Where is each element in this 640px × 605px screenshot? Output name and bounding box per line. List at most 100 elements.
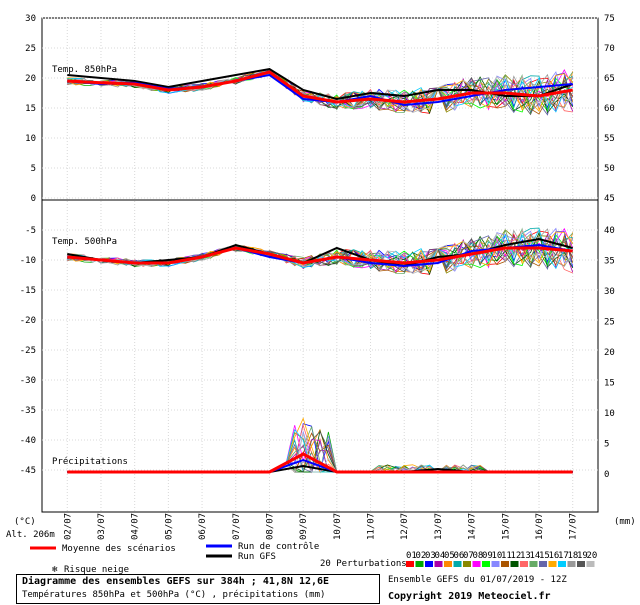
perturbation-code: 20 [587,551,598,561]
x-tick-label: 11/07 [367,513,377,540]
t500-perturbation-18 [67,228,574,274]
left-tick-label: -5 [25,226,36,236]
precip-perturbation-01 [67,438,573,474]
perturbation-code: 08 [473,551,484,561]
perturbation-code: 09 [482,551,493,561]
right-tick-label-top: 75 [604,14,615,24]
perturbation-swatch [510,561,519,567]
right-tick-label-top: 60 [604,104,615,114]
x-tick-label: 17/07 [569,513,579,540]
perturbation-swatch [415,561,424,567]
series-line-precip-0 [67,452,573,474]
perturbation-code: 13 [520,551,531,561]
right-tick-label-bottom: 15 [604,379,615,389]
x-tick-label: 03/07 [97,513,107,540]
perturbation-code: 14 [530,551,541,561]
snow-icon: ❄ [52,565,58,575]
series-line-t850-0 [67,70,573,104]
right-tick-label-bottom: 20 [604,348,615,358]
legend-label: Run GFS [238,552,276,562]
right-tick-label-bottom: 5 [604,440,609,450]
perturbation-code: 19 [577,551,588,561]
left-tick-label: 20 [25,74,36,84]
left-tick-label: -35 [20,406,36,416]
perturbation-swatch [539,561,547,567]
ensemble-label: Ensemble GEFS du 01/07/2019 - 12Z [388,575,567,585]
x-tick-label: 13/07 [434,513,444,540]
left-tick-label: -30 [20,376,36,386]
panel-label-500: Temp. 500hPa [52,237,117,247]
perturbation-swatch [491,561,500,567]
footer-title-box [16,574,380,604]
left-axis-unit: (°C) [14,517,36,527]
snow-label: Risque neige [64,565,129,575]
x-tick-label: 09/07 [299,513,309,540]
precip-perturbation-06 [67,438,573,473]
footer-title: Diagramme des ensembles GEFS sur 384h ; … [22,576,330,587]
x-tick-label: 15/07 [501,513,511,540]
bottom-panel-frame [41,199,599,513]
panel-label-850: Temp. 850hPa [52,65,117,75]
panel-label-precip: Précipitations [52,456,128,467]
copyright: Copyright 2019 Meteociel.fr [388,591,551,602]
perturbations-label: 20 Perturbations [320,559,407,569]
perturbation-swatch [425,561,433,567]
perturbation-swatch [586,561,595,567]
legend-label: Moyenne des scénarios [62,543,176,554]
t850-perturbation-20 [67,72,573,113]
right-tick-label-top: 55 [604,134,615,144]
perturbation-code: 02 [416,551,427,561]
perturbation-swatch [453,561,462,567]
right-tick-label-bottom: 25 [604,318,615,328]
left-tick-label: 25 [25,44,36,54]
perturbation-code: 04 [435,551,446,561]
perturbation-code: 03 [425,551,436,561]
right-tick-label-bottom: 0 [604,470,609,480]
right-tick-label-top: 45 [604,194,615,204]
right-tick-label-bottom: 40 [604,226,615,236]
x-tick-label: 12/07 [400,513,410,540]
perturbation-swatch [434,561,443,567]
top-panel-frame [41,17,599,201]
left-tick-label: 15 [25,104,36,114]
precip-perturbation-15 [67,439,573,473]
left-tick-label: -25 [20,346,36,356]
perturbation-code: 12 [511,551,522,561]
x-tick-label: 08/07 [265,513,275,540]
perturbation-swatch [567,561,576,567]
perturbation-swatch [520,561,528,567]
right-tick-label-top: 70 [604,44,615,54]
left-tick-label: 10 [25,134,36,144]
altitude-label: Alt. 206m [6,530,55,540]
x-tick-label: 06/07 [198,513,208,540]
perturbation-swatch [577,561,585,567]
x-tick-label: 04/07 [131,513,141,540]
perturbation-code: 06 [454,551,465,561]
perturbation-code: 07 [463,551,474,561]
perturbation-swatch [529,561,538,567]
x-tick-label: 07/07 [232,513,242,540]
x-tick-label: 14/07 [468,513,478,540]
right-tick-label-bottom: 30 [604,287,615,297]
t850-perturbation-18 [67,71,574,113]
left-tick-label: -10 [20,256,36,266]
perturbation-code: 17 [558,551,569,561]
left-tick-label: -40 [20,436,36,446]
perturbation-code: 15 [539,551,550,561]
perturbation-swatch [463,561,471,567]
series-line-t500-0 [67,246,573,265]
perturbation-swatch [482,561,490,567]
perturbation-swatch [501,561,509,567]
x-tick-label: 05/07 [164,513,174,540]
perturbation-code: 16 [549,551,560,561]
footer-subtitle: Températures 850hPa et 500hPa (°C) , pré… [22,590,326,600]
perturbation-code: 01 [406,551,417,561]
left-tick-label: 5 [31,164,36,174]
x-tick-label: 10/07 [333,513,343,540]
perturbation-code: 18 [568,551,579,561]
perturbation-swatch [558,561,566,567]
left-tick-label: -45 [20,466,36,476]
x-tick-label: 16/07 [535,513,545,540]
right-tick-label-top: 65 [604,74,615,84]
